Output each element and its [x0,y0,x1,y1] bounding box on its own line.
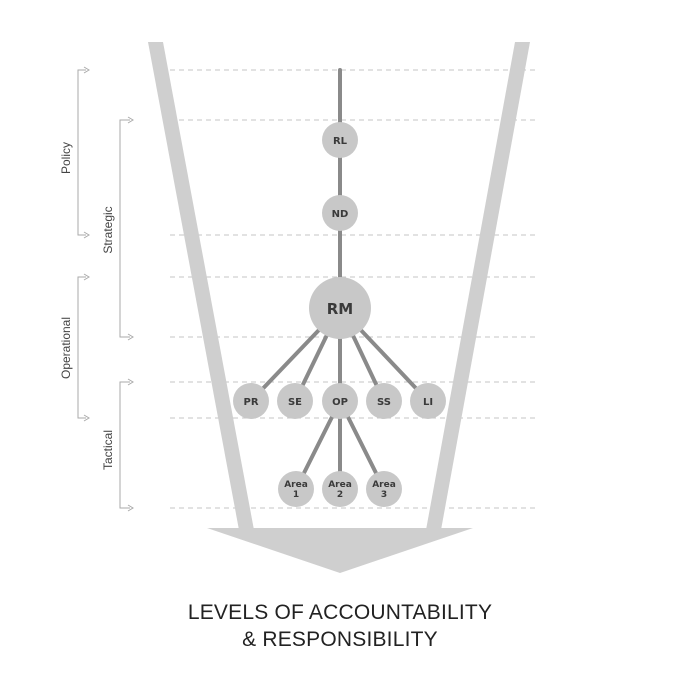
title-line-2: & RESPONSIBILITY [242,628,438,651]
node-area1: Area 1 [278,471,314,507]
node-nd: ND [322,195,358,231]
node-label-op: OP [332,397,348,408]
bracket-operational [77,273,90,422]
bracket-label-policy: Policy [59,142,73,174]
funnel-left-wall [148,42,254,530]
node-op: OP [322,383,358,419]
node-rm: RM [309,277,371,339]
bracket-tactical [119,378,134,512]
node-se: SE [277,383,313,419]
node-rl: RL [322,122,358,158]
node-label-area1-line1: Area [284,480,308,490]
node-label-rm: RM [327,300,353,318]
bracket-label-operational: Operational [59,317,73,379]
node-li: LI [410,383,446,419]
node-label-area2-line1: Area [328,480,352,490]
node-label-area1-line2: 1 [293,490,299,500]
node-area2: Area 2 [322,471,358,507]
node-label-ss: SS [377,397,391,408]
node-label-nd: ND [332,209,349,220]
node-area3: Area 3 [366,471,402,507]
node-label-area3-line2: 3 [381,490,387,500]
node-label-area3-line1: Area [372,480,396,490]
level-brackets [77,66,134,512]
bracket-strategic [119,116,134,341]
node-ss: SS [366,383,402,419]
node-label-se: SE [288,397,302,408]
node-label-rl: RL [333,136,348,147]
bracket-label-strategic: Strategic [101,206,115,253]
funnel [148,42,530,573]
funnel-arrow [207,528,473,573]
funnel-right-wall [426,42,530,530]
node-pr: PR [233,383,269,419]
node-label-li: LI [423,397,433,408]
node-label-pr: PR [243,397,258,408]
title-line-1: LEVELS OF ACCOUNTABILITY [188,601,492,624]
nodes: RL ND RM PR SE OP SS LI [233,122,446,507]
node-label-area2-line2: 2 [337,490,343,500]
bracket-label-tactical: Tactical [101,430,115,470]
bracket-policy [77,66,90,239]
